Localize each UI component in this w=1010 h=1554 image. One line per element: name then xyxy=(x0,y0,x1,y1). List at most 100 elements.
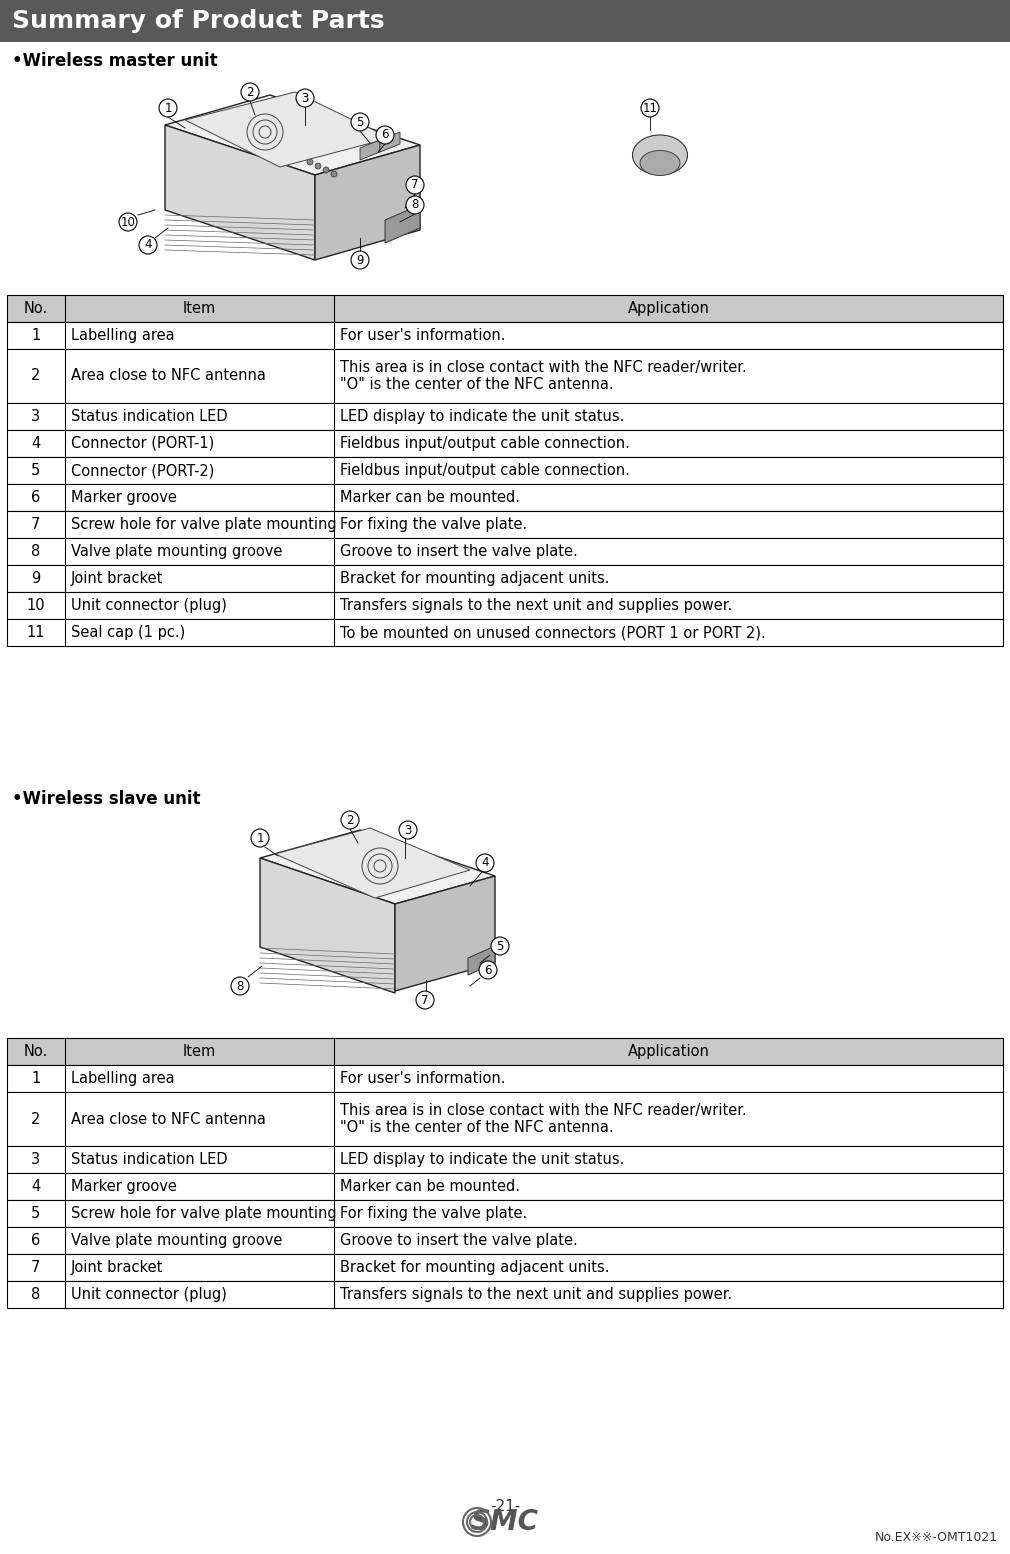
Text: 8: 8 xyxy=(236,979,243,993)
Text: LED display to indicate the unit status.: LED display to indicate the unit status. xyxy=(339,1152,624,1167)
Polygon shape xyxy=(165,124,315,260)
Bar xyxy=(7,457,1003,483)
Text: 5: 5 xyxy=(31,463,40,479)
Polygon shape xyxy=(395,876,495,991)
Text: 6: 6 xyxy=(31,490,40,505)
Circle shape xyxy=(399,821,417,839)
Text: Marker groove: Marker groove xyxy=(71,490,177,505)
Circle shape xyxy=(351,252,369,269)
Ellipse shape xyxy=(632,135,688,176)
Text: 3: 3 xyxy=(404,824,412,836)
Bar xyxy=(7,295,1003,322)
Text: 2: 2 xyxy=(246,85,254,98)
Text: Connector (PORT-1): Connector (PORT-1) xyxy=(71,437,214,451)
Text: 3: 3 xyxy=(31,1152,40,1167)
Bar xyxy=(7,1092,1003,1145)
Bar xyxy=(7,1254,1003,1280)
Text: Valve plate mounting groove: Valve plate mounting groove xyxy=(71,544,282,559)
Text: 8: 8 xyxy=(31,544,40,559)
Text: This area is in close contact with the NFC reader/writer.
"O" is the center of t: This area is in close contact with the N… xyxy=(339,361,746,392)
Text: Bracket for mounting adjacent units.: Bracket for mounting adjacent units. xyxy=(339,1260,609,1274)
Circle shape xyxy=(231,977,249,995)
Circle shape xyxy=(406,176,424,194)
Text: 2: 2 xyxy=(31,368,40,384)
Circle shape xyxy=(139,236,157,253)
Polygon shape xyxy=(380,132,400,152)
Circle shape xyxy=(307,159,313,165)
Text: 6: 6 xyxy=(381,129,389,141)
Text: 5: 5 xyxy=(357,115,364,129)
Text: Transfers signals to the next unit and supplies power.: Transfers signals to the next unit and s… xyxy=(339,598,732,612)
Circle shape xyxy=(159,99,177,117)
Text: 11: 11 xyxy=(642,101,658,115)
Circle shape xyxy=(331,171,337,177)
Text: No.: No. xyxy=(24,1044,48,1058)
Polygon shape xyxy=(385,205,420,242)
Bar xyxy=(7,1173,1003,1200)
Text: 10: 10 xyxy=(26,598,45,612)
Text: No.EX※※-OMT1021: No.EX※※-OMT1021 xyxy=(875,1531,998,1545)
Circle shape xyxy=(351,113,369,131)
Text: LED display to indicate the unit status.: LED display to indicate the unit status. xyxy=(339,409,624,424)
Bar xyxy=(7,430,1003,457)
Bar xyxy=(7,350,1003,402)
Text: 1: 1 xyxy=(257,831,264,844)
Text: Unit connector (plug): Unit connector (plug) xyxy=(71,598,226,612)
Bar xyxy=(7,322,1003,350)
Text: 1: 1 xyxy=(31,328,40,343)
Text: Screw hole for valve plate mounting: Screw hole for valve plate mounting xyxy=(71,1206,336,1221)
Polygon shape xyxy=(315,145,420,260)
Bar xyxy=(7,1038,1003,1064)
Circle shape xyxy=(296,89,314,107)
Polygon shape xyxy=(260,858,395,993)
Text: Seal cap (1 pc.): Seal cap (1 pc.) xyxy=(71,625,185,640)
Text: 5: 5 xyxy=(496,940,504,953)
Text: 4: 4 xyxy=(31,437,40,451)
Polygon shape xyxy=(360,140,380,160)
Text: Item: Item xyxy=(183,301,216,315)
Bar xyxy=(7,1064,1003,1092)
Text: Application: Application xyxy=(627,1044,709,1058)
Text: Status indication LED: Status indication LED xyxy=(71,1152,227,1167)
Circle shape xyxy=(641,99,659,117)
Text: 3: 3 xyxy=(31,409,40,424)
Text: Marker can be mounted.: Marker can be mounted. xyxy=(339,490,520,505)
Circle shape xyxy=(323,166,329,172)
Text: 7: 7 xyxy=(31,1260,40,1274)
Bar xyxy=(7,402,1003,430)
Text: For fixing the valve plate.: For fixing the valve plate. xyxy=(339,517,527,531)
Circle shape xyxy=(479,960,497,979)
Text: Item: Item xyxy=(183,1044,216,1058)
Text: Status indication LED: Status indication LED xyxy=(71,409,227,424)
Text: To be mounted on unused connectors (PORT 1 or PORT 2).: To be mounted on unused connectors (PORT… xyxy=(339,625,766,640)
Text: Joint bracket: Joint bracket xyxy=(71,570,164,586)
Circle shape xyxy=(241,82,259,101)
Circle shape xyxy=(315,163,321,169)
Polygon shape xyxy=(468,946,495,974)
Bar xyxy=(7,1280,1003,1308)
Text: Groove to insert the valve plate.: Groove to insert the valve plate. xyxy=(339,1232,578,1248)
Text: Bracket for mounting adjacent units.: Bracket for mounting adjacent units. xyxy=(339,570,609,586)
Text: 6: 6 xyxy=(484,963,492,976)
Circle shape xyxy=(491,937,509,956)
Text: Marker groove: Marker groove xyxy=(71,1179,177,1193)
Text: 7: 7 xyxy=(31,517,40,531)
Text: SMC: SMC xyxy=(471,1507,539,1535)
Text: Labelling area: Labelling area xyxy=(71,328,175,343)
Text: 7: 7 xyxy=(421,993,429,1007)
Text: 11: 11 xyxy=(26,625,45,640)
Text: •Wireless slave unit: •Wireless slave unit xyxy=(12,789,201,808)
Text: -21-: -21- xyxy=(490,1500,520,1514)
Text: 9: 9 xyxy=(31,570,40,586)
Text: 2: 2 xyxy=(346,813,353,827)
Polygon shape xyxy=(165,95,420,176)
Polygon shape xyxy=(185,92,390,166)
Text: Valve plate mounting groove: Valve plate mounting groove xyxy=(71,1232,282,1248)
Polygon shape xyxy=(260,830,495,904)
Text: 9: 9 xyxy=(357,253,364,266)
Text: Joint bracket: Joint bracket xyxy=(71,1260,164,1274)
Circle shape xyxy=(476,855,494,872)
Circle shape xyxy=(416,991,434,1009)
Ellipse shape xyxy=(640,151,680,176)
Text: Unit connector (plug): Unit connector (plug) xyxy=(71,1287,226,1302)
